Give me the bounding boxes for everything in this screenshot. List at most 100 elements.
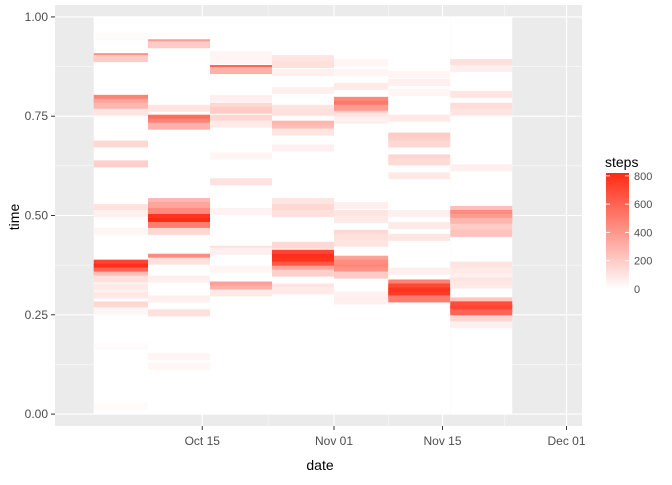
y-tick-label: 0.75	[25, 109, 49, 123]
x-tick-label: Oct 15	[185, 434, 221, 448]
heatmap-band	[93, 227, 148, 235]
heatmap-band	[388, 221, 451, 229]
heatmap-band	[450, 65, 513, 73]
heatmap-band	[93, 283, 148, 291]
heatmap-band	[148, 227, 210, 235]
heatmap-band	[272, 265, 334, 273]
heatmap-band	[93, 343, 148, 351]
heatmap-band	[388, 279, 451, 287]
heatmap-band	[450, 213, 513, 221]
heatmap-band	[450, 301, 513, 309]
heatmap-band	[450, 297, 513, 305]
heatmap-band	[450, 108, 513, 116]
heatmap-band	[334, 263, 389, 271]
heatmap-band	[334, 297, 389, 305]
heatmap-column	[334, 16, 389, 415]
heatmap-band	[210, 208, 272, 216]
heatmap-band	[272, 249, 334, 257]
heatmap-band	[93, 291, 148, 299]
heatmap-band	[148, 114, 210, 122]
heatmap-band	[388, 136, 451, 144]
heatmap-band	[388, 172, 451, 180]
heatmap-band	[272, 128, 334, 136]
heatmap-band	[272, 198, 334, 206]
heatmap-band	[210, 265, 272, 273]
heatmap-band	[210, 281, 272, 289]
heatmap-band	[334, 59, 389, 67]
heatmap-column	[148, 16, 210, 415]
heatmap-band	[148, 309, 210, 317]
heatmap-column-background	[210, 16, 272, 415]
heatmap-band	[148, 208, 210, 216]
heatmap-band	[450, 217, 513, 225]
heatmap-band	[388, 210, 451, 218]
heatmap-band	[272, 287, 334, 295]
heatmap-band	[93, 271, 148, 279]
heatmap-band	[210, 120, 272, 128]
heatmap-band	[450, 315, 513, 323]
heatmap-band	[272, 86, 334, 94]
heatmap-band	[93, 102, 148, 110]
heatmap-band	[334, 259, 389, 267]
heatmap-band	[93, 259, 148, 267]
heatmap-band	[148, 122, 210, 130]
heatmap-band	[210, 51, 272, 59]
heatmap-band	[148, 257, 210, 265]
heatmap-band	[450, 229, 513, 237]
heatmap-band	[334, 255, 389, 263]
heatmap-band	[93, 402, 148, 410]
heatmap-band	[388, 78, 451, 86]
heatmap-band	[334, 267, 389, 275]
heatmap-band	[148, 41, 210, 49]
heatmap-band	[388, 132, 451, 140]
heatmap-band	[334, 239, 389, 247]
heatmap-band	[210, 289, 272, 297]
heatmap-band	[388, 233, 451, 241]
heatmap-band	[450, 90, 513, 98]
heatmap-band	[93, 307, 148, 315]
heatmap-column	[93, 16, 148, 415]
heatmap-band	[334, 116, 389, 124]
heatmap-band	[334, 291, 389, 299]
heatmap-band	[388, 267, 451, 275]
heatmap-band	[148, 198, 210, 206]
heatmap-band	[334, 271, 389, 279]
heatmap-band	[272, 283, 334, 291]
heatmap-band	[450, 277, 513, 285]
heatmap-band	[334, 210, 389, 218]
y-tick-label: 1.00	[25, 10, 49, 24]
heatmap-band	[210, 102, 272, 110]
heatmap-band	[148, 295, 210, 303]
heatmap-band	[450, 102, 513, 110]
heatmap-band	[93, 98, 148, 106]
heatmap-band	[210, 152, 272, 160]
heatmap-band	[450, 210, 513, 218]
heatmap-column	[210, 16, 272, 415]
legend: steps 800 600 400 200 0	[605, 154, 652, 296]
heatmap-band	[388, 295, 451, 303]
x-tick-label: Nov 01	[315, 434, 353, 448]
heatmap-band	[210, 106, 272, 114]
heatmap-band	[272, 108, 334, 116]
heatmap-band	[272, 210, 334, 218]
legend-title: steps	[605, 154, 638, 170]
legend-label: 800	[634, 171, 652, 183]
heatmap-band	[450, 305, 513, 313]
y-tick-label: 0.25	[25, 308, 49, 322]
heatmap-band	[148, 213, 210, 221]
heatmap-band	[93, 94, 148, 102]
heatmap-band	[93, 267, 148, 275]
heatmap-band	[93, 263, 148, 271]
x-axis-label: date	[306, 457, 333, 473]
heatmap-band	[148, 104, 210, 112]
legend-label: 0	[634, 284, 640, 296]
heatmap-band	[93, 33, 148, 41]
y-axis-label: time	[6, 204, 22, 231]
heatmap-band	[388, 88, 451, 96]
heatmap-band	[148, 221, 210, 229]
heatmap-band	[450, 267, 513, 275]
heatmap-band	[210, 57, 272, 65]
heatmap-band	[388, 154, 451, 162]
heatmap-band	[148, 118, 210, 126]
